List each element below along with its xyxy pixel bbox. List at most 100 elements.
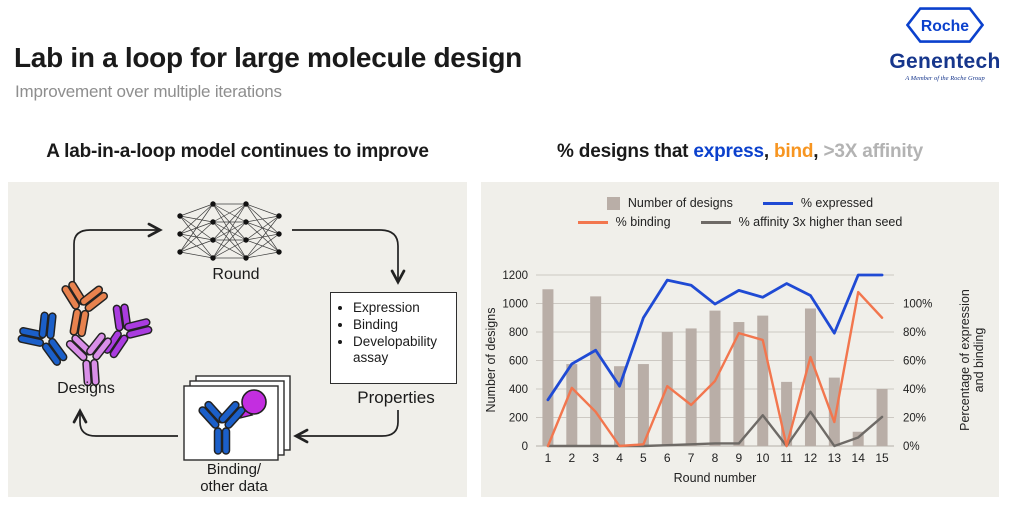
x-tick: 7 [688,451,695,465]
right-section-heading: % designs that express, bind, >3X affini… [481,141,999,163]
bar [614,366,626,446]
bar [757,315,769,446]
legend-swatch-expressed-icon [762,201,793,205]
series-line--affinity-3x-higher-than-seed [546,410,884,448]
y-tick-left: 200 [509,413,528,425]
y-tick-left: 800 [509,327,528,339]
bar [828,377,840,446]
y-tick-right: 60% [903,356,926,368]
y-tick-left: 400 [509,384,528,396]
heading-sep1: , [763,141,774,162]
chart-legend: Number of designs % expressed % binding … [481,196,999,229]
heading-express: express [693,141,764,162]
x-axis-title: Round number [674,471,757,485]
x-tick: 14 [852,451,866,465]
legend-swatch-binding-icon [577,220,608,224]
antibody-icon-orange [52,277,112,341]
bar [709,310,721,446]
legend-label: % expressed [800,196,874,210]
legend-item-expressed: % expressed [762,196,874,210]
x-tick: 9 [736,451,743,465]
y-tick-right: 20% [903,413,926,425]
heading-bind: bind [774,141,814,162]
arrow-properties-to-data [293,410,399,444]
legend-label: Number of designs [627,196,733,210]
round-label: Round [212,266,260,283]
designs-label: Designs [57,380,115,397]
properties-label: Properties [357,388,435,407]
x-tick: 13 [828,451,842,465]
x-tick: 12 [804,451,818,465]
y-tick-left: 0 [522,441,528,453]
loop-diagram-panel: Round Designs Expression Binding Develop… [8,182,467,497]
x-tick: 5 [640,451,647,465]
designs-antibody-cluster [11,277,159,388]
x-tick-labels: 1 2 3 4 5 6 7 8 9 10 11 12 13 14 15 [545,451,889,465]
nn-edges [179,203,280,259]
properties-box: Expression Binding Developability assay [330,292,457,384]
logo-tagline: A Member of the Roche Group [905,75,985,82]
roche-hexagon-outline [905,7,985,43]
bar [852,431,864,446]
binding-label-line2: other data [200,477,268,495]
binding-data-cards-icon [183,375,291,461]
property-item: Binding [353,317,452,333]
y-tick-right: 0% [903,441,920,453]
nn-nodes [177,201,282,261]
y-tick-left: 1000 [502,299,528,311]
series-line--expressed [546,273,884,402]
bar [781,381,793,446]
neural-network-icon [177,201,282,261]
heading-prefix: % designs that [557,141,694,162]
arrow-data-to-designs [72,408,178,437]
binding-label-line1: Binding/ [206,461,262,478]
arrow-model-to-properties [292,229,406,285]
legend-label: % binding [615,215,671,229]
x-tick: 8 [712,451,719,465]
x-tick: 6 [664,451,671,465]
arrow-designs-to-model [73,222,163,282]
bar [566,364,578,446]
bars-number-of-designs [542,289,888,446]
legend-swatch-affinity-icon [700,220,731,224]
bar [685,328,697,446]
x-tick: 3 [592,451,599,465]
antigen-icon [238,389,267,420]
legend-swatch-bars-icon [606,196,620,210]
antibody-icon-orchid [63,330,117,388]
y-axis-right-title-line2: and binding [972,328,986,393]
bar [590,296,602,446]
x-tick: 11 [780,451,793,465]
heading-affinity: >3X affinity [823,141,923,162]
legend-item-number-of-designs: Number of designs [606,196,733,210]
roche-hexagon-logo-icon: Roche [905,7,985,43]
y-tick-right: 100% [903,299,932,311]
binding-data-label: Binding/ other data [170,461,298,495]
loop-diagram [11,201,406,461]
x-tick: 2 [568,451,575,465]
company-logo: Roche Genentech A Member of the Roche Gr… [877,6,1013,82]
chart-panel: Number of designs % expressed % binding … [481,182,999,497]
x-tick: 10 [756,451,770,465]
bar [733,322,745,446]
x-tick: 4 [616,451,623,465]
y-axis-left-title: Number of designs [484,308,498,413]
bar [542,289,554,446]
page-title: Lab in a loop for large molecule design [14,42,522,73]
designs-chart: Number of designs Percentage of expressi… [484,270,986,485]
x-tick: 1 [545,451,552,465]
series-line--binding [546,290,884,448]
x-tick: 15 [875,451,889,465]
bar [804,308,816,446]
legend-item-binding: % binding [577,215,671,229]
legend-item-affinity: % affinity 3x higher than seed [700,215,902,229]
roche-wordmark: Roche [921,18,969,35]
page-subtitle: Improvement over multiple iterations [15,82,282,101]
y-tick-left: 1200 [502,270,528,282]
y-tick-right: 40% [903,384,926,396]
y-tick-left: 600 [509,356,528,368]
property-item: Developability assay [353,334,452,366]
left-section-heading: A lab-in-a-loop model continues to impro… [46,141,429,162]
property-item: Expression [353,300,452,316]
y-tick-right: 80% [903,327,926,339]
